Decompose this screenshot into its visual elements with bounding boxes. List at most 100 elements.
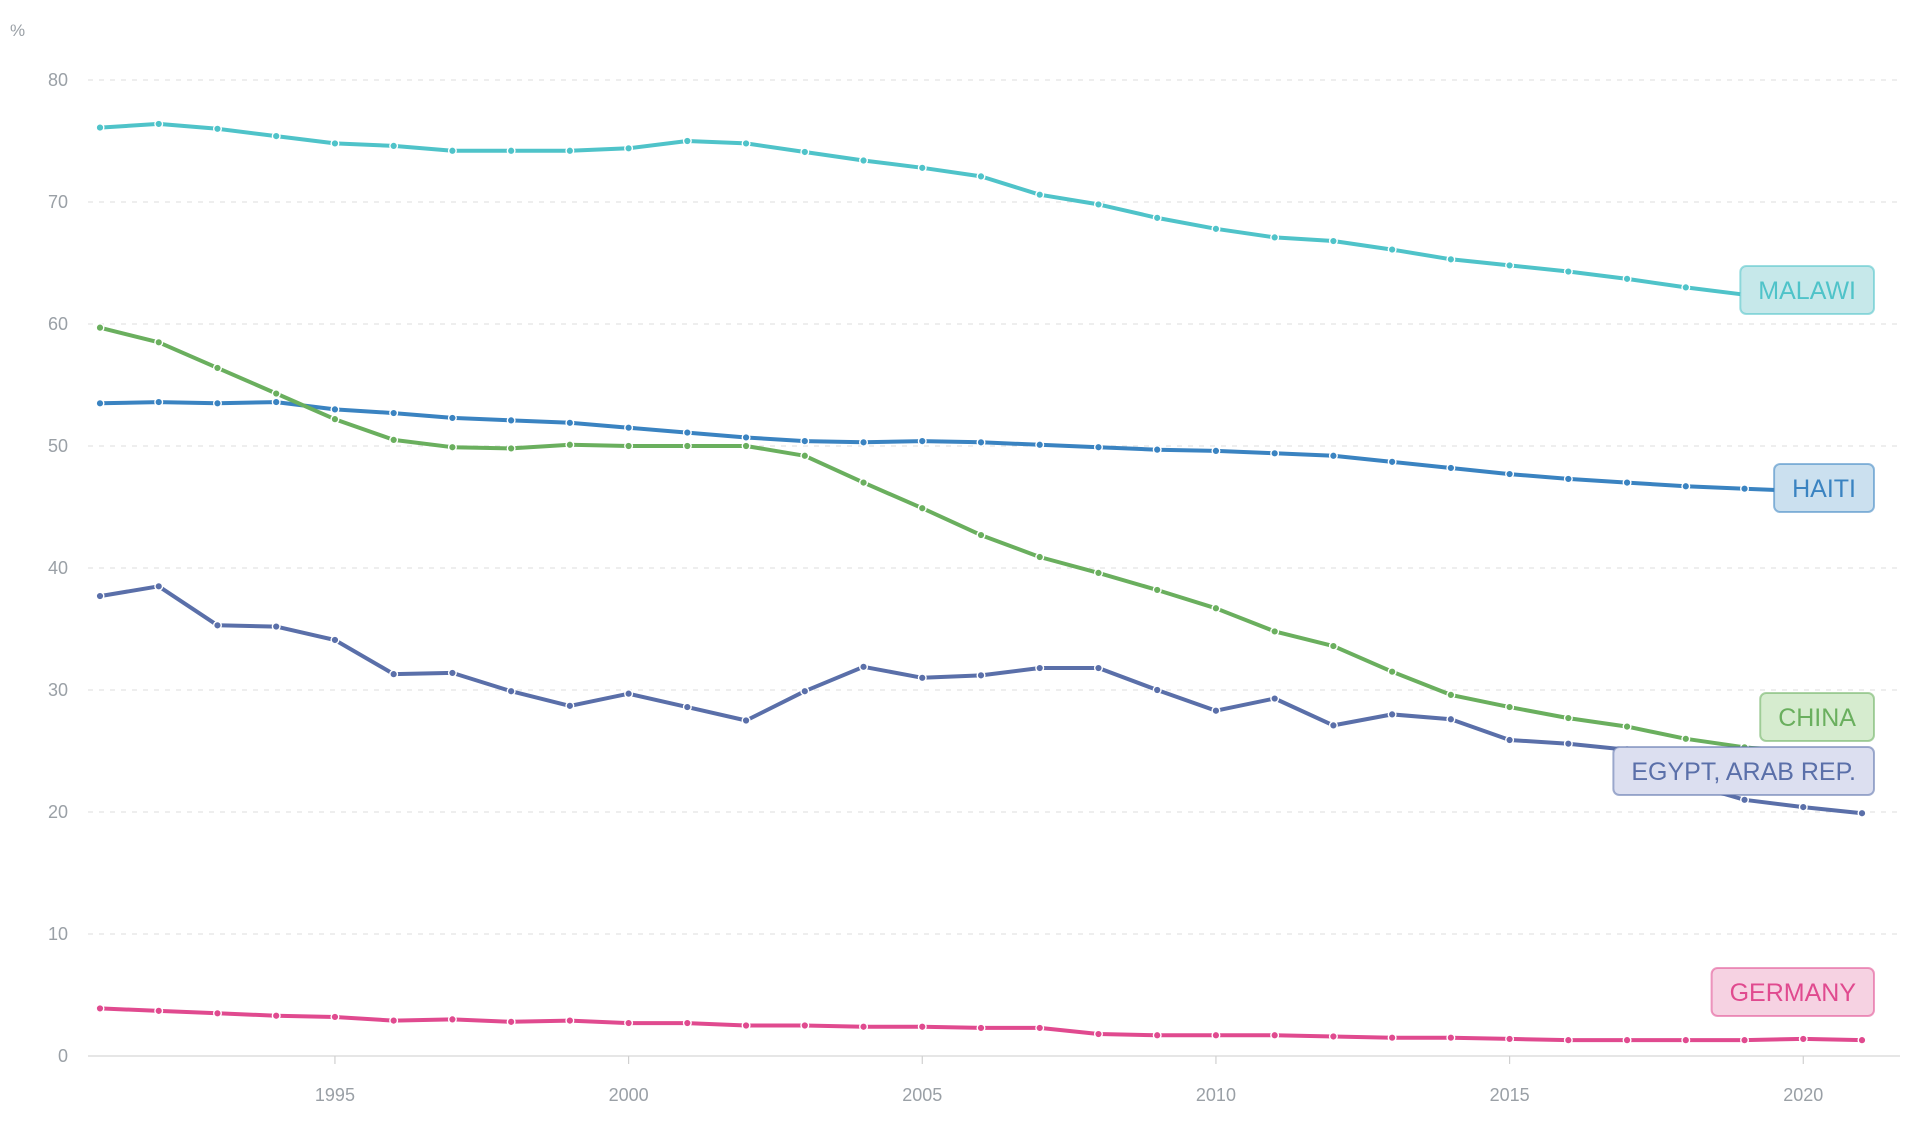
data-point-china[interactable]	[1387, 667, 1397, 677]
data-point-germany[interactable]	[1270, 1030, 1280, 1040]
data-point-malawi[interactable]	[859, 156, 869, 166]
data-point-germany[interactable]	[1211, 1030, 1221, 1040]
data-point-haiti[interactable]	[624, 423, 634, 433]
data-point-egypt-arab-rep[interactable]	[917, 673, 927, 683]
data-point-egypt-arab-rep[interactable]	[506, 686, 516, 696]
data-point-china[interactable]	[859, 478, 869, 488]
data-point-egypt-arab-rep[interactable]	[624, 689, 634, 699]
data-point-germany[interactable]	[1857, 1035, 1867, 1045]
data-point-china[interactable]	[212, 363, 222, 373]
data-point-egypt-arab-rep[interactable]	[212, 620, 222, 630]
data-point-malawi[interactable]	[1563, 267, 1573, 277]
data-point-egypt-arab-rep[interactable]	[859, 662, 869, 672]
data-point-egypt-arab-rep[interactable]	[682, 702, 692, 712]
data-point-malawi[interactable]	[447, 146, 457, 156]
data-point-egypt-arab-rep[interactable]	[330, 635, 340, 645]
data-point-germany[interactable]	[682, 1018, 692, 1028]
data-point-germany[interactable]	[1798, 1034, 1808, 1044]
data-point-malawi[interactable]	[95, 123, 105, 133]
data-point-malawi[interactable]	[1270, 232, 1280, 242]
data-point-germany[interactable]	[741, 1021, 751, 1031]
data-point-china[interactable]	[447, 442, 457, 452]
data-point-germany[interactable]	[271, 1011, 281, 1021]
data-point-haiti[interactable]	[800, 436, 810, 446]
data-point-malawi[interactable]	[154, 119, 164, 129]
data-point-haiti[interactable]	[682, 428, 692, 438]
data-point-egypt-arab-rep[interactable]	[1740, 795, 1750, 805]
data-point-haiti[interactable]	[1093, 442, 1103, 452]
data-point-china[interactable]	[1152, 585, 1162, 595]
data-point-germany[interactable]	[976, 1023, 986, 1033]
data-point-germany[interactable]	[95, 1003, 105, 1013]
data-point-germany[interactable]	[154, 1006, 164, 1016]
data-point-egypt-arab-rep[interactable]	[1446, 714, 1456, 724]
data-point-malawi[interactable]	[1211, 224, 1221, 234]
data-point-malawi[interactable]	[1328, 236, 1338, 246]
data-point-china[interactable]	[1622, 722, 1632, 732]
data-point-haiti[interactable]	[1740, 484, 1750, 494]
data-point-china[interactable]	[154, 337, 164, 347]
data-point-egypt-arab-rep[interactable]	[741, 716, 751, 726]
data-point-china[interactable]	[1505, 702, 1515, 712]
data-point-egypt-arab-rep[interactable]	[1211, 706, 1221, 716]
data-point-haiti[interactable]	[212, 398, 222, 408]
data-point-germany[interactable]	[565, 1016, 575, 1026]
data-point-china[interactable]	[1270, 626, 1280, 636]
data-point-malawi[interactable]	[1387, 245, 1397, 255]
data-point-haiti[interactable]	[741, 432, 751, 442]
data-point-china[interactable]	[506, 443, 516, 453]
data-point-haiti[interactable]	[506, 415, 516, 425]
data-point-china[interactable]	[1328, 641, 1338, 651]
data-point-china[interactable]	[1446, 690, 1456, 700]
data-point-haiti[interactable]	[917, 436, 927, 446]
data-point-haiti[interactable]	[447, 413, 457, 423]
data-point-china[interactable]	[741, 441, 751, 451]
data-point-egypt-arab-rep[interactable]	[271, 622, 281, 632]
data-point-germany[interactable]	[1446, 1033, 1456, 1043]
data-point-egypt-arab-rep[interactable]	[1270, 694, 1280, 704]
data-point-haiti[interactable]	[859, 437, 869, 447]
data-point-haiti[interactable]	[330, 404, 340, 414]
data-point-egypt-arab-rep[interactable]	[565, 701, 575, 711]
data-point-malawi[interactable]	[917, 163, 927, 173]
data-point-egypt-arab-rep[interactable]	[1387, 709, 1397, 719]
data-point-china[interactable]	[1211, 603, 1221, 613]
data-point-egypt-arab-rep[interactable]	[1152, 685, 1162, 695]
data-point-haiti[interactable]	[271, 397, 281, 407]
data-point-egypt-arab-rep[interactable]	[154, 581, 164, 591]
data-point-germany[interactable]	[1740, 1035, 1750, 1045]
data-point-germany[interactable]	[624, 1018, 634, 1028]
data-point-germany[interactable]	[330, 1012, 340, 1022]
data-point-haiti[interactable]	[565, 418, 575, 428]
data-point-malawi[interactable]	[682, 136, 692, 146]
data-point-germany[interactable]	[447, 1014, 457, 1024]
data-point-malawi[interactable]	[1622, 274, 1632, 284]
data-point-germany[interactable]	[1681, 1035, 1691, 1045]
data-point-china[interactable]	[1563, 713, 1573, 723]
data-point-haiti[interactable]	[1035, 440, 1045, 450]
data-point-germany[interactable]	[1328, 1031, 1338, 1041]
data-point-haiti[interactable]	[1328, 451, 1338, 461]
data-point-malawi[interactable]	[271, 131, 281, 141]
data-point-germany[interactable]	[1622, 1035, 1632, 1045]
data-point-germany[interactable]	[859, 1022, 869, 1032]
data-point-germany[interactable]	[800, 1021, 810, 1031]
data-point-haiti[interactable]	[154, 397, 164, 407]
data-point-china[interactable]	[682, 441, 692, 451]
data-point-egypt-arab-rep[interactable]	[447, 668, 457, 678]
data-point-haiti[interactable]	[1505, 469, 1515, 479]
data-point-germany[interactable]	[1035, 1023, 1045, 1033]
data-point-egypt-arab-rep[interactable]	[1857, 808, 1867, 818]
data-point-germany[interactable]	[1563, 1035, 1573, 1045]
data-point-germany[interactable]	[1093, 1029, 1103, 1039]
data-point-malawi[interactable]	[1505, 260, 1515, 270]
data-point-egypt-arab-rep[interactable]	[389, 669, 399, 679]
data-point-malawi[interactable]	[389, 141, 399, 151]
data-point-china[interactable]	[1093, 568, 1103, 578]
data-point-egypt-arab-rep[interactable]	[95, 591, 105, 601]
data-point-china[interactable]	[565, 440, 575, 450]
data-point-malawi[interactable]	[1035, 190, 1045, 200]
data-point-haiti[interactable]	[1622, 478, 1632, 488]
data-point-china[interactable]	[800, 451, 810, 461]
data-point-china[interactable]	[271, 389, 281, 399]
